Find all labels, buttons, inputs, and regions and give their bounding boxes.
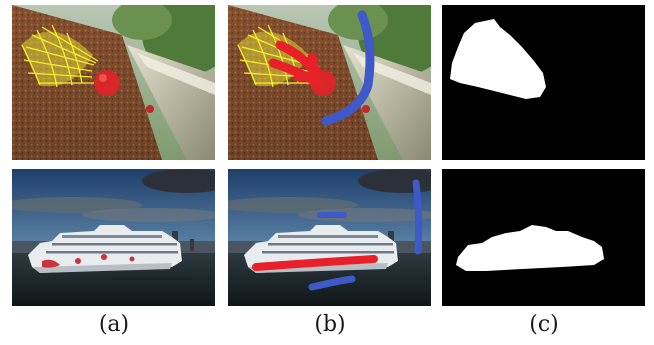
background-stroke bbox=[308, 275, 356, 291]
row1-scribble-image bbox=[228, 5, 431, 160]
row1-mask-image bbox=[442, 5, 645, 160]
shuttlecock-segmentation-mask bbox=[442, 5, 645, 160]
cruise-ship-photo bbox=[12, 169, 215, 306]
row2-scribble-image bbox=[228, 169, 431, 306]
shuttlecock-feathers bbox=[21, 24, 99, 88]
foreground-stroke bbox=[275, 40, 321, 82]
foreground-stroke bbox=[252, 255, 378, 271]
background-stroke bbox=[321, 10, 375, 126]
shuttlecock-photo bbox=[12, 5, 215, 160]
row2-input-image bbox=[12, 169, 215, 306]
cruise-ship-segmentation-mask bbox=[442, 169, 645, 306]
row1-input-image bbox=[12, 5, 215, 160]
caption-c: (c) bbox=[529, 312, 559, 337]
row2-mask-image bbox=[442, 169, 645, 306]
caption-a: (a) bbox=[98, 312, 130, 337]
foreground-stroke bbox=[268, 58, 323, 88]
caption-b: (b) bbox=[314, 312, 346, 337]
background-stroke bbox=[412, 179, 423, 255]
shuttlecock-photo-with-strokes bbox=[228, 5, 431, 160]
shuttlecock-cork bbox=[94, 70, 120, 96]
cruise-ship bbox=[28, 225, 182, 273]
cruise-ship-photo-with-strokes bbox=[228, 169, 431, 306]
